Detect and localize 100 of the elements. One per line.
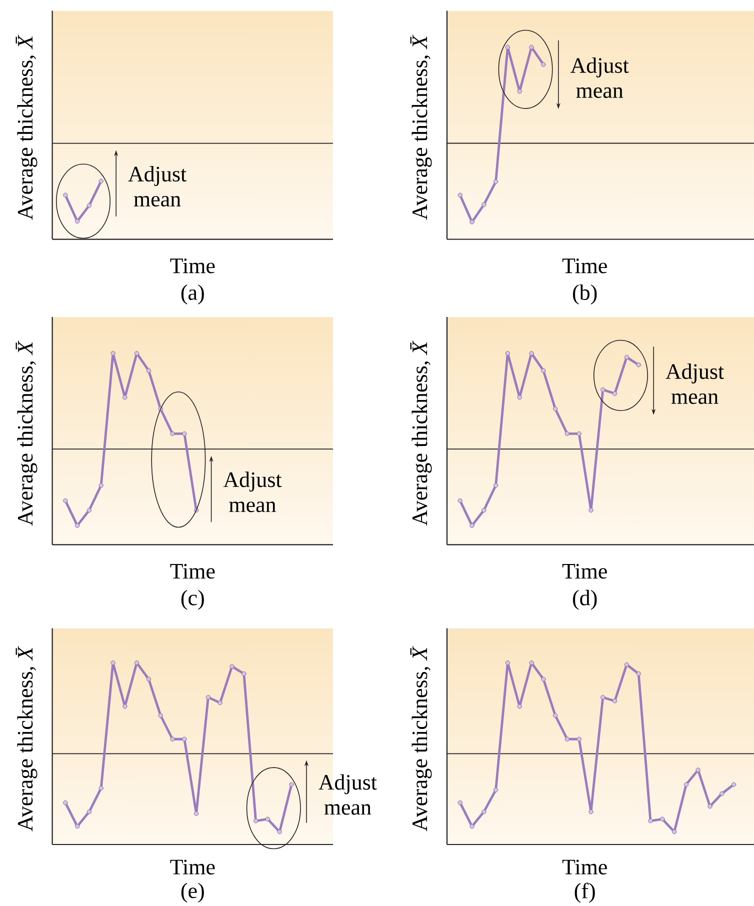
point <box>98 483 104 488</box>
point <box>600 694 606 700</box>
point <box>277 829 282 834</box>
point <box>576 431 582 436</box>
point <box>470 523 474 528</box>
point <box>588 809 594 814</box>
point <box>600 387 606 392</box>
point <box>158 713 163 718</box>
point <box>230 664 234 669</box>
text: Adjust mean <box>318 774 377 815</box>
point <box>482 508 486 513</box>
text: Adjust mean <box>128 166 186 207</box>
point <box>74 218 80 224</box>
x-axis-title: Time <box>562 564 607 579</box>
point <box>493 788 498 792</box>
text: (b) <box>572 284 597 304</box>
point <box>218 700 222 706</box>
point <box>122 395 128 400</box>
point <box>731 782 736 787</box>
point <box>672 829 677 834</box>
x-axis-title: Time <box>170 564 215 579</box>
x-axis-title: Time <box>170 258 215 274</box>
point <box>110 351 116 356</box>
point <box>541 62 546 67</box>
point <box>98 786 104 791</box>
point <box>517 704 522 709</box>
point <box>206 694 211 700</box>
point <box>612 698 618 704</box>
point <box>134 351 140 356</box>
point <box>482 809 486 814</box>
point <box>458 192 462 198</box>
point <box>253 818 258 824</box>
point <box>194 811 199 816</box>
x-axis-title: Time <box>562 860 607 874</box>
y-axis-title: Average thickness, X̄ <box>410 340 432 526</box>
point <box>146 368 152 373</box>
y-axis-title: Average thickness, X̄ <box>16 340 38 526</box>
point <box>564 736 570 742</box>
point <box>529 351 534 356</box>
point <box>458 800 462 806</box>
point <box>505 660 510 666</box>
point <box>696 768 700 772</box>
point <box>588 508 594 513</box>
point <box>660 816 665 822</box>
point <box>493 179 498 184</box>
point <box>458 498 462 504</box>
point <box>505 351 510 356</box>
x-axis-title: Time <box>562 258 607 274</box>
point <box>720 791 724 796</box>
point <box>648 818 653 824</box>
point <box>86 203 92 208</box>
point <box>110 660 116 666</box>
y-axis-title: Average thickness, X̄ <box>16 646 38 832</box>
point <box>493 483 498 488</box>
point <box>182 431 187 436</box>
point <box>636 362 641 368</box>
x-axis-title: Time <box>170 860 215 874</box>
point <box>242 671 246 676</box>
point <box>552 713 558 718</box>
point <box>470 220 474 224</box>
point <box>74 824 80 829</box>
y-axis-title: Average thickness, X̄ <box>16 34 38 220</box>
point <box>470 824 474 829</box>
point <box>86 809 92 814</box>
text: Adjust mean <box>666 364 724 404</box>
point <box>122 704 128 709</box>
point <box>552 406 558 412</box>
point <box>170 736 175 742</box>
point <box>624 662 630 667</box>
point <box>505 44 510 50</box>
text: (e) <box>181 882 204 903</box>
text: Adjust mean <box>223 472 282 512</box>
point <box>63 800 68 806</box>
point <box>482 202 486 208</box>
point <box>576 736 582 742</box>
point <box>684 782 689 787</box>
point <box>541 676 546 682</box>
point <box>265 816 270 822</box>
point <box>134 660 140 666</box>
point <box>146 676 152 682</box>
text: (c) <box>181 590 204 610</box>
text: (d) <box>572 590 597 610</box>
point <box>74 523 80 528</box>
point <box>182 736 187 742</box>
point <box>517 395 522 400</box>
point <box>289 782 294 787</box>
text: Adjust mean <box>570 57 629 98</box>
text: (f) <box>574 882 595 903</box>
point <box>529 660 534 666</box>
point <box>63 498 68 504</box>
point <box>612 391 618 396</box>
point <box>517 89 522 94</box>
point <box>529 44 534 50</box>
point <box>541 368 546 373</box>
point <box>170 431 175 436</box>
point <box>636 671 641 676</box>
point <box>624 354 630 360</box>
y-axis-title: Average thickness, X̄ <box>410 646 432 832</box>
point <box>63 192 68 198</box>
text: (a) <box>181 284 204 304</box>
